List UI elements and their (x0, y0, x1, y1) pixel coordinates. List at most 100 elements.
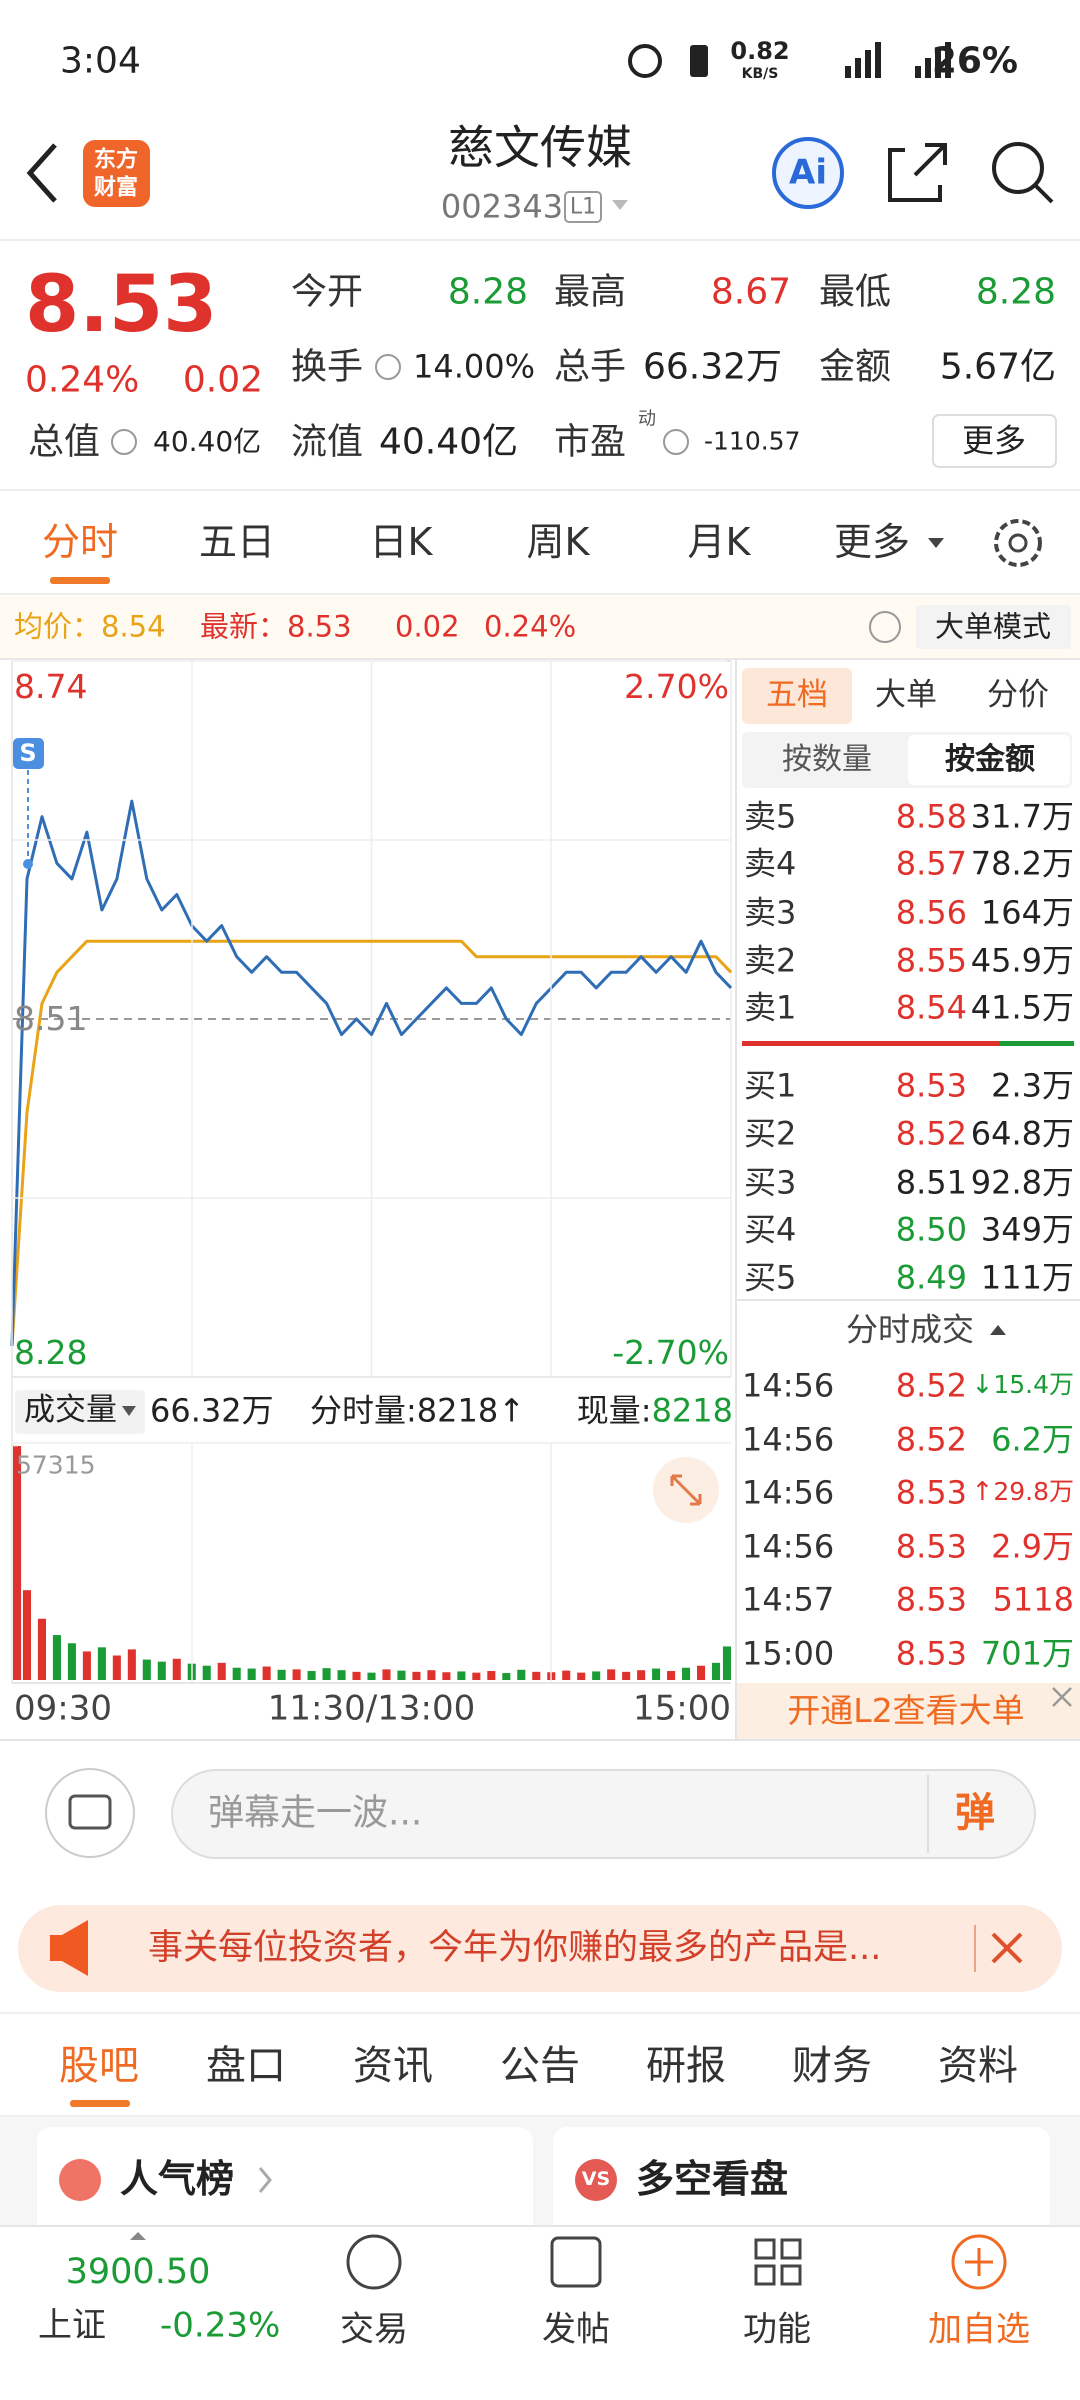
l2-banner[interactable]: 开通L2查看大单 (787, 1691, 1025, 1731)
period-tab[interactable]: 更多 (833, 520, 911, 565)
book-sub-tab[interactable]: 按金额 (945, 741, 1035, 777)
label: 现量: (576, 1391, 652, 1430)
back-button[interactable] (26, 143, 57, 203)
section-tab[interactable]: 公告 (500, 2043, 580, 2089)
book-amount: 64.8万 (970, 1114, 1074, 1153)
card[interactable] (553, 2127, 1050, 2237)
logo-text: 东方 (93, 147, 139, 173)
nav-item[interactable]: 功能 (743, 2309, 811, 2350)
volume-bar (97, 1647, 106, 1680)
period-volume: 分时量: 8218 ↑ (310, 1391, 526, 1430)
search-button[interactable] (992, 142, 1044, 194)
volume-bar (397, 1670, 406, 1680)
period-tab[interactable]: 五日 (198, 520, 276, 565)
notice-bg[interactable] (18, 1905, 1062, 1992)
comment-input[interactable] (171, 1769, 1036, 1859)
avg-line (10, 939, 733, 1346)
volume-label[interactable]: 成交量 (24, 1392, 117, 1429)
section-tab[interactable]: 资料 (938, 2043, 1018, 2089)
volume-selector[interactable] (15, 1390, 145, 1434)
danmaku-button[interactable]: 弹 (955, 1790, 995, 1836)
more-button[interactable] (932, 414, 1057, 468)
trade-time: 14:56 (742, 1527, 835, 1566)
stat-value: 5.67亿 (939, 346, 1056, 388)
info-icon[interactable] (375, 354, 401, 380)
ai-button[interactable] (772, 137, 844, 209)
book-tab[interactable]: 分价 (987, 677, 1049, 714)
nav-item[interactable]: 交易 (340, 2309, 408, 2350)
period-tab[interactable]: 日K (369, 520, 433, 565)
volume-bar (37, 1618, 46, 1680)
comment-placeholder[interactable]: 弹幕走一波... (208, 1792, 423, 1834)
more-label[interactable]: 更多 (961, 421, 1027, 460)
book-price: 8.57 (895, 844, 967, 883)
y-tick-label: 8.28 (14, 1333, 88, 1373)
period-tab[interactable]: 分时 (41, 520, 119, 565)
index-change: -0.23% (160, 2305, 281, 2346)
card-title[interactable]: 人气榜 (120, 2157, 235, 2202)
section-tab[interactable]: 资讯 (353, 2043, 433, 2089)
card[interactable] (37, 2127, 533, 2237)
book-amount: 78.2万 (970, 844, 1074, 883)
volume-bar (487, 1671, 496, 1680)
label: 分时量: (310, 1391, 417, 1430)
volume-bar (622, 1671, 631, 1680)
nav-item[interactable]: 加自选 (928, 2309, 1030, 2350)
help-icon[interactable] (869, 611, 901, 643)
notice-text[interactable]: 事关每位投资者，今年为你赚的最多的产品是... (148, 1927, 882, 1968)
book-label: 卖1 (744, 988, 797, 1027)
trade-icon[interactable] (346, 2234, 402, 2290)
volume-bar (442, 1672, 451, 1680)
section-tab[interactable]: 盘口 (206, 2043, 286, 2089)
volume-bar (352, 1671, 361, 1680)
comment-settings[interactable] (45, 1768, 135, 1858)
stat-value: 8.67 (710, 271, 791, 313)
period-tab[interactable]: 月K (687, 520, 751, 565)
function-icon[interactable] (754, 2238, 802, 2286)
info-icon[interactable] (663, 429, 689, 455)
volume-bar (247, 1668, 256, 1680)
trade-price: 8.53 (895, 1634, 967, 1673)
add-watch-icon[interactable] (951, 2234, 1007, 2290)
l2-banner-bg[interactable] (737, 1683, 1080, 1739)
book-tab[interactable]: 大单 (875, 677, 937, 714)
stat-value: 14.00% (413, 347, 536, 386)
book-sub-tab[interactable]: 按数量 (782, 741, 872, 777)
index-value[interactable]: 3900.50 (65, 2251, 211, 2292)
price: 8.53 (25, 260, 218, 351)
volume-bar (562, 1670, 571, 1680)
book-tab[interactable]: 五档 (766, 677, 828, 714)
close-icon[interactable] (991, 1932, 1023, 1964)
trade-volume: ↑ 29.8万 (972, 1477, 1074, 1508)
card-icon (59, 2159, 101, 2201)
ai-label[interactable]: Ai (789, 152, 827, 193)
post-icon[interactable] (550, 2236, 602, 2288)
y2-tick-label: 2.70% (624, 667, 729, 707)
volume-bar (722, 1646, 731, 1680)
period-tab[interactable]: 周K (526, 520, 590, 565)
net-speed: 0.82 (730, 37, 790, 66)
section-tab[interactable]: 财务 (792, 2043, 872, 2089)
mode-label[interactable]: 大单模式 (934, 609, 1052, 644)
label: ↑ (498, 1391, 526, 1430)
book-label: 卖4 (744, 844, 797, 883)
close-icon[interactable] (1052, 1687, 1072, 1707)
section-tab[interactable]: 研报 (646, 2043, 726, 2089)
nav-item[interactable]: 发帖 (542, 2309, 610, 2350)
logo-text: 财富 (93, 175, 139, 201)
y-tick-label: 57315 (16, 1450, 96, 1480)
share-button[interactable] (888, 143, 947, 202)
stat-label: 市盈 (554, 421, 627, 463)
section-tab[interactable]: 股吧 (59, 2043, 139, 2089)
card-title[interactable]: 多空看盘 (636, 2157, 789, 2202)
volume-bar (697, 1665, 706, 1680)
trade-time: 14:56 (742, 1473, 835, 1512)
info-icon[interactable] (111, 429, 137, 455)
settings-button[interactable] (994, 519, 1042, 567)
book-label: 买2 (744, 1114, 797, 1153)
volume-bar (711, 1662, 721, 1680)
label: 15.4万 (993, 1370, 1074, 1400)
mode-button[interactable] (916, 605, 1071, 649)
